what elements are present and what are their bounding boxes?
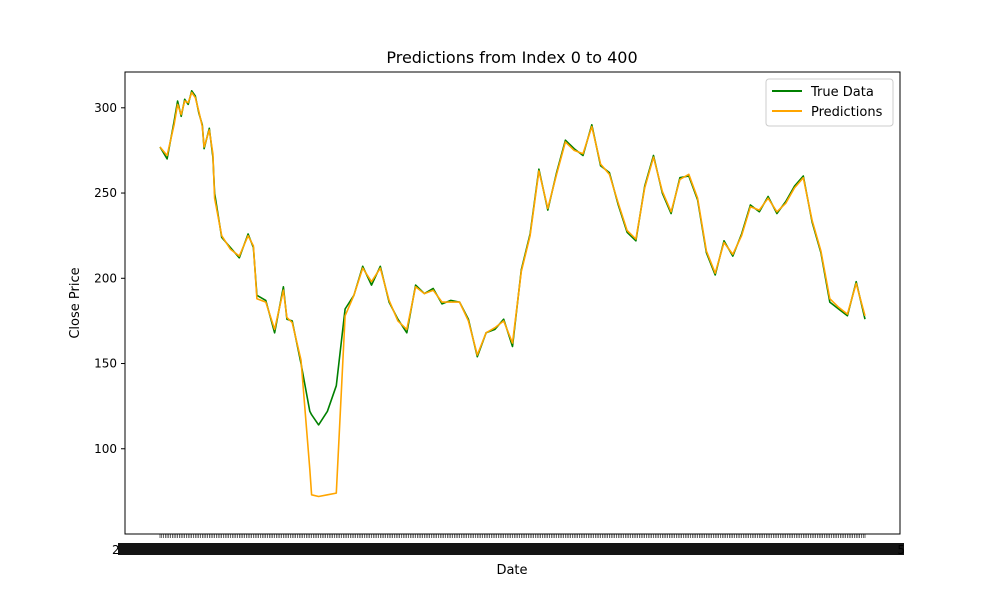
chart-title: Predictions from Index 0 to 400 <box>386 48 637 67</box>
legend: True Data Predictions <box>765 78 894 127</box>
y-tick-label: 200 <box>94 271 117 285</box>
legend-label-predictions: Predictions <box>811 105 883 120</box>
series-group <box>159 90 866 498</box>
y-tick-label: 250 <box>94 186 117 200</box>
y-axis-label: Close Price <box>68 267 83 338</box>
x-axis-label: Date <box>496 563 527 578</box>
legend-label-true-data: True Data <box>810 85 874 100</box>
y-axis: 100 150 200 250 300 <box>94 101 125 456</box>
x-tick-label-first: 2 <box>112 543 120 557</box>
y-tick-label: 150 <box>94 357 117 371</box>
y-tick-label: 300 <box>94 101 117 115</box>
y-tick-label: 100 <box>94 442 117 456</box>
x-tick-label-last: 5 <box>897 543 905 557</box>
plot-background <box>125 72 900 534</box>
series-line-predictions <box>159 91 866 498</box>
x-tick-label-band <box>118 543 904 555</box>
plot-area <box>124 71 901 535</box>
